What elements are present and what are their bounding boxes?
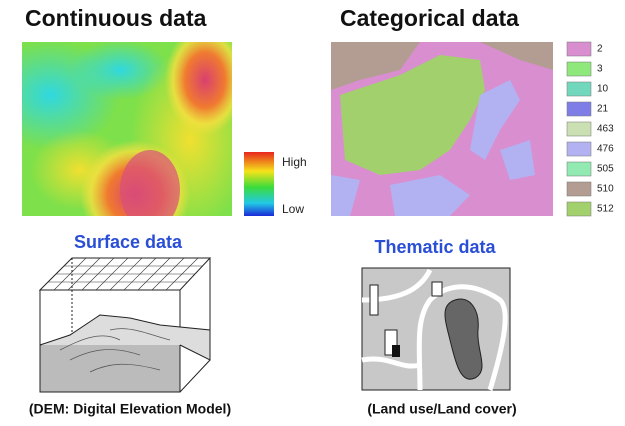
left-subtitle: Surface data bbox=[74, 232, 183, 252]
legend-swatch bbox=[566, 41, 592, 57]
legend-label: 10 bbox=[597, 84, 609, 95]
right-caption: (Land use/Land cover) bbox=[367, 401, 516, 417]
legend-label: 510 bbox=[597, 184, 614, 195]
legend-swatch bbox=[566, 81, 592, 97]
categorical-map bbox=[331, 42, 553, 216]
legend-label: 21 bbox=[597, 104, 609, 115]
legend-swatch bbox=[566, 161, 592, 177]
legend-label: 3 bbox=[597, 64, 603, 75]
right-subtitle: Thematic data bbox=[374, 237, 496, 257]
right-title: Categorical data bbox=[340, 5, 519, 31]
landuse-illustration bbox=[361, 267, 511, 391]
left-caption: (DEM: Digital Elevation Model) bbox=[29, 401, 231, 417]
continuous-raster bbox=[22, 42, 232, 216]
legend-swatch bbox=[566, 101, 592, 117]
legend-swatch bbox=[566, 61, 592, 77]
legend-label: 463 bbox=[597, 124, 614, 135]
legend-label: 505 bbox=[597, 164, 614, 175]
left-title: Continuous data bbox=[25, 5, 207, 31]
legend-label: 476 bbox=[597, 144, 614, 155]
legend-label: 512 bbox=[597, 204, 614, 215]
category-legend: 2 3 10 21 463 476 505 510 512 bbox=[566, 41, 614, 217]
color-bar bbox=[244, 152, 274, 216]
legend-label: 2 bbox=[597, 44, 603, 55]
legend-swatch bbox=[566, 201, 592, 217]
legend-swatch bbox=[566, 121, 592, 137]
legend-swatch bbox=[566, 181, 592, 197]
dem-illustration bbox=[38, 257, 212, 393]
legend-low: Low bbox=[282, 202, 304, 216]
legend-swatch bbox=[566, 141, 592, 157]
legend-high: High bbox=[282, 155, 307, 169]
